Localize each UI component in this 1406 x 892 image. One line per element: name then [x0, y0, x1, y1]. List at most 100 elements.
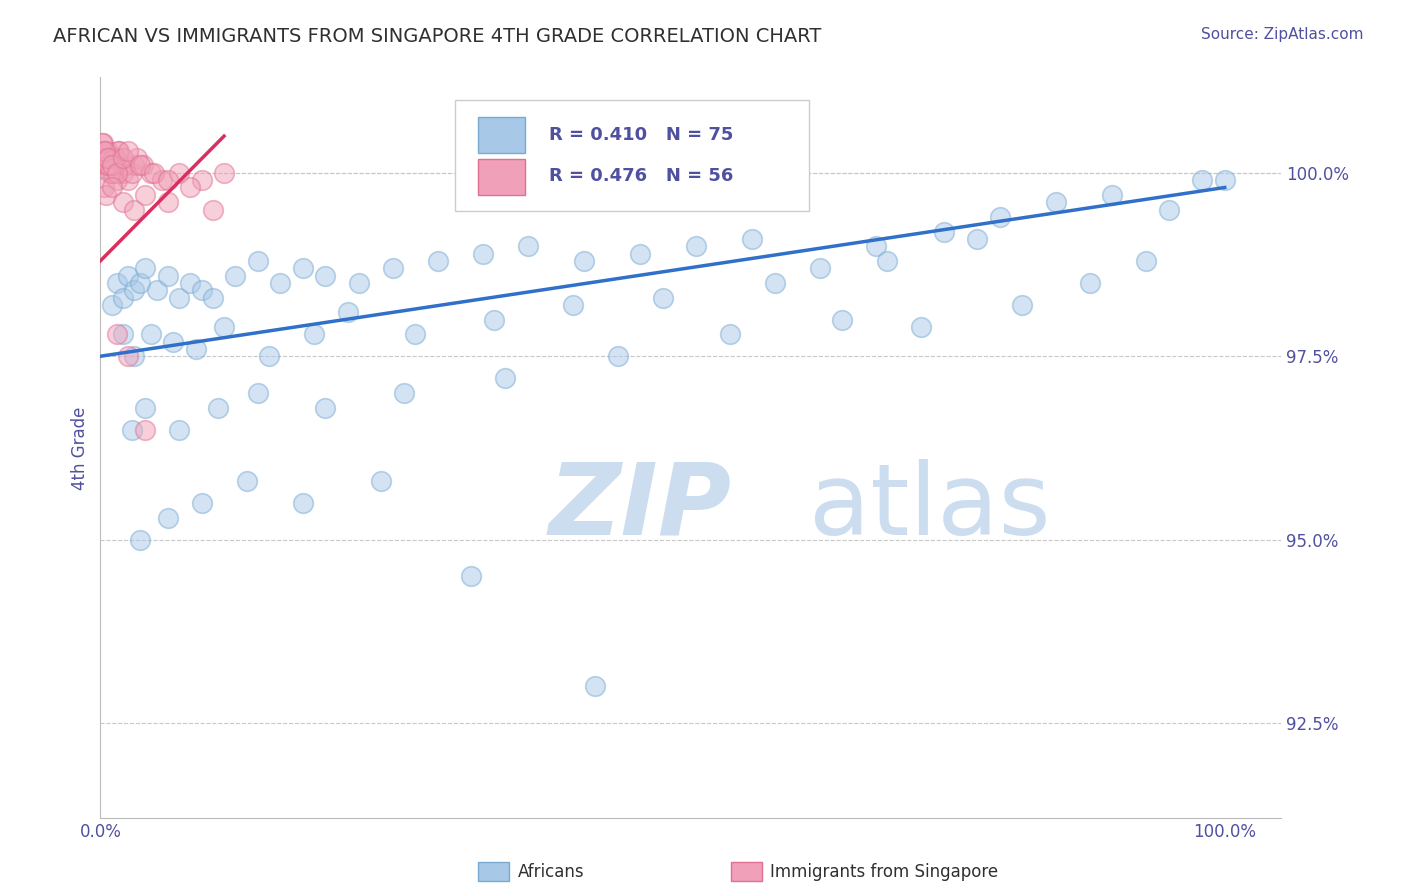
Point [122, 349, 145, 363]
Point [583, 680, 606, 694]
Point [212, 319, 235, 334]
Point [145, 283, 167, 297]
Point [139, 166, 162, 180]
Point [628, 246, 651, 260]
Point [94, 151, 117, 165]
Point [201, 291, 224, 305]
Point [139, 327, 162, 342]
Point [606, 349, 628, 363]
Point [121, 423, 143, 437]
Point [572, 253, 595, 268]
Point [105, 327, 128, 342]
Point [370, 474, 392, 488]
Point [212, 166, 235, 180]
Point [94, 159, 117, 173]
Point [932, 225, 955, 239]
Point [111, 166, 134, 180]
Point [167, 423, 190, 437]
Point [381, 261, 404, 276]
Text: Immigrants from Singapore: Immigrants from Singapore [770, 863, 998, 881]
Point [190, 283, 212, 297]
Point [100, 159, 122, 173]
Point [105, 166, 128, 180]
Point [1011, 298, 1033, 312]
Point [117, 144, 139, 158]
Point [156, 195, 179, 210]
Point [190, 173, 212, 187]
Point [94, 144, 117, 158]
Point [117, 268, 139, 283]
Point [910, 319, 932, 334]
Point [150, 173, 173, 187]
Point [97, 159, 120, 173]
Point [94, 144, 117, 158]
Point [117, 349, 139, 363]
Point [685, 239, 707, 253]
Point [516, 239, 538, 253]
Point [91, 144, 114, 158]
Point [269, 276, 291, 290]
Point [132, 159, 155, 173]
Point [1213, 173, 1236, 187]
Point [96, 151, 118, 165]
Point [988, 210, 1011, 224]
Point [117, 173, 139, 187]
Point [179, 276, 201, 290]
Point [246, 253, 269, 268]
Point [128, 276, 150, 290]
Point [128, 159, 150, 173]
Point [111, 151, 134, 165]
Point [111, 291, 134, 305]
Point [134, 261, 156, 276]
Point [1078, 276, 1101, 290]
Point [122, 283, 145, 297]
Point [460, 569, 482, 583]
Point [156, 510, 179, 524]
Text: atlas: atlas [808, 458, 1050, 556]
Point [224, 268, 246, 283]
Point [179, 180, 201, 194]
Point [107, 144, 129, 158]
Text: Africans: Africans [517, 863, 583, 881]
Point [134, 423, 156, 437]
Point [426, 253, 449, 268]
Point [97, 144, 120, 158]
Point [93, 180, 115, 194]
Point [718, 327, 741, 342]
Point [291, 496, 314, 510]
Point [91, 136, 114, 151]
Point [97, 159, 120, 173]
Point [1157, 202, 1180, 217]
Point [98, 159, 121, 173]
Point [392, 385, 415, 400]
FancyBboxPatch shape [478, 118, 526, 153]
Text: R = 0.476   N = 56: R = 0.476 N = 56 [548, 167, 734, 185]
Point [865, 239, 887, 253]
Point [1101, 187, 1123, 202]
Point [128, 533, 150, 547]
Point [561, 298, 583, 312]
Point [471, 246, 494, 260]
Point [96, 151, 118, 165]
Point [100, 166, 122, 180]
Text: ZIP: ZIP [548, 458, 733, 556]
Point [156, 268, 179, 283]
Point [105, 151, 128, 165]
Point [127, 151, 149, 165]
Point [108, 144, 131, 158]
Point [257, 349, 280, 363]
Point [100, 166, 122, 180]
Point [104, 151, 127, 165]
Text: Source: ZipAtlas.com: Source: ZipAtlas.com [1201, 27, 1364, 42]
Point [808, 261, 831, 276]
Point [246, 385, 269, 400]
Point [105, 173, 128, 187]
FancyBboxPatch shape [454, 100, 808, 211]
Point [1045, 195, 1067, 210]
Point [763, 276, 786, 290]
Point [482, 312, 505, 326]
Point [122, 202, 145, 217]
FancyBboxPatch shape [478, 159, 526, 194]
Point [651, 291, 673, 305]
Point [167, 166, 190, 180]
